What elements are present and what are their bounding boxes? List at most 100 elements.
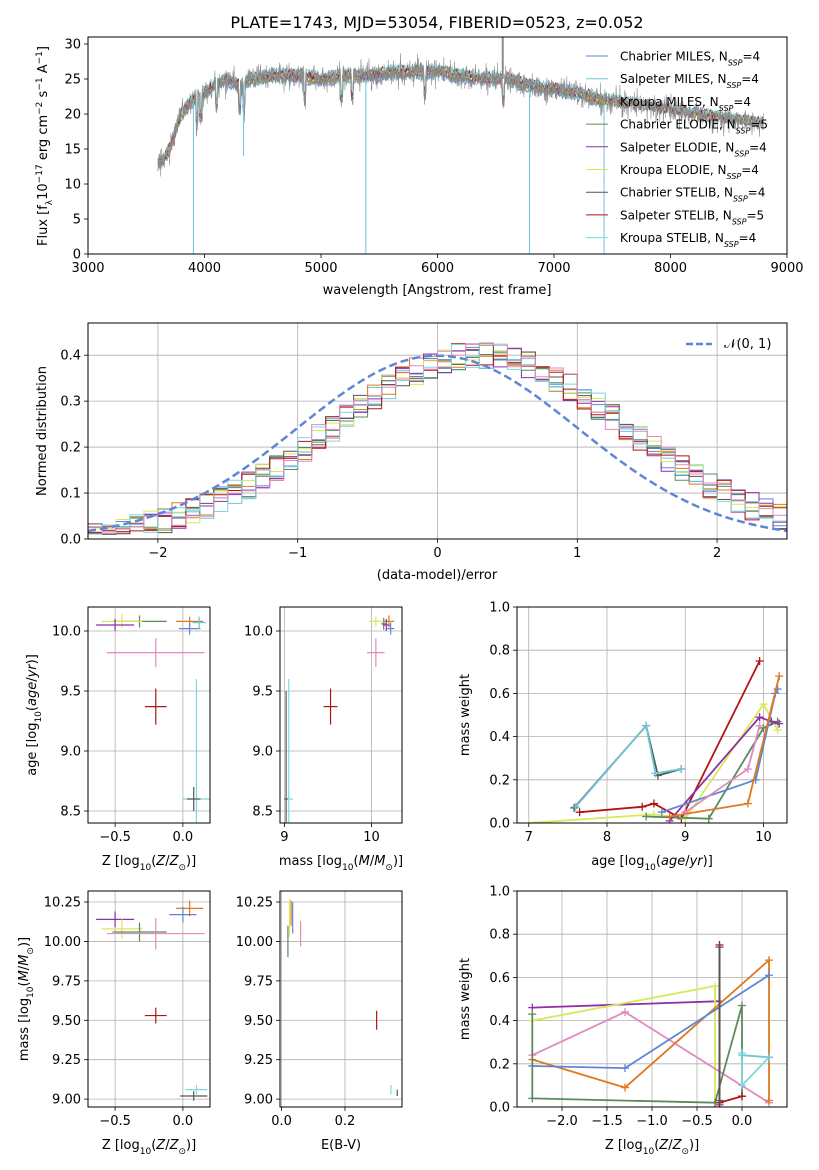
label-part: age <box>25 682 40 706</box>
label-part: / <box>25 677 40 682</box>
weight-marker <box>743 765 752 773</box>
y-tick-label: 1.0 <box>489 601 510 616</box>
weight-marker <box>773 685 782 694</box>
label-part: )] <box>393 854 403 869</box>
y-tick-label: 0.8 <box>489 928 510 943</box>
mass-vs-ebv-panel: 0.0 0.2 9.00 9.25 9.50 9.75 10.00 10.25 E(B-V) <box>236 890 403 1153</box>
x-axis-label: age [log10(age/yr)] <box>591 854 713 873</box>
weight-line-salpeter_elodie <box>668 716 780 822</box>
normal-curve <box>88 354 787 533</box>
y-tick-label: 20 <box>64 108 81 123</box>
label-part: ( <box>656 854 661 869</box>
legend-part: SSP <box>732 217 747 226</box>
weight-marker <box>524 819 533 823</box>
x-tick-label: −2 <box>148 546 167 561</box>
label-part: / <box>370 854 375 869</box>
weight-line-chabrier_stelib <box>573 723 682 809</box>
x-tick-label: 8 <box>603 830 611 845</box>
legend-part: SSP <box>733 194 748 203</box>
y-axis-label: mass weight <box>458 958 473 1040</box>
legend-label: Chabrier STELIB, NSSP=4 <box>620 186 765 204</box>
weight-marker <box>765 1053 773 1062</box>
legend-part: Salpeter STELIB, N <box>620 208 732 222</box>
weight-line-chabrier_elodie <box>646 720 778 820</box>
residuals-panel: −2 −1 0 1 2 0.0 0.1 0.2 0.3 0.4 𝒩(0, 1) (data-model… <box>35 322 788 583</box>
label-part: age [log <box>591 854 644 869</box>
label-part: / <box>165 1138 170 1153</box>
weight-marker <box>677 765 686 773</box>
y-tick-label: 10.00 <box>236 935 273 950</box>
label-part: ⊙ <box>178 863 186 873</box>
legend-part: SSP <box>727 172 742 181</box>
weight-line-pink <box>531 1010 770 1104</box>
weight-marker <box>621 1007 629 1016</box>
y-tick-label: 9.50 <box>244 1014 273 1029</box>
label-part: Flux [f <box>36 205 51 246</box>
y-tick-label: 0.6 <box>489 971 510 986</box>
legend-part: Salpeter ELODIE, N <box>620 140 734 154</box>
legend-part: =4 <box>741 72 759 86</box>
axes-frame <box>87 890 211 1108</box>
axes-frame <box>279 606 403 824</box>
x-axis-label: wavelength [Angstrom, rest frame] <box>323 283 552 298</box>
legend-part: SSP <box>724 240 739 249</box>
label-part: mass [log <box>17 998 32 1061</box>
legend-label: 𝒩(0, 1) <box>724 337 771 352</box>
axes-frame <box>87 36 788 255</box>
label-part: ( <box>17 981 32 986</box>
y-tick-label: 8.5 <box>252 805 273 820</box>
x-axis-label: mass [log10(M/M⊙)] <box>279 854 403 873</box>
label-part: erg cm <box>36 115 51 164</box>
weight-marker <box>738 1051 746 1060</box>
x-tick-label: 6000 <box>421 261 454 276</box>
y-tick-label: 9.75 <box>244 974 273 989</box>
x-tick-label: 0.0 <box>173 1114 194 1129</box>
label-part: / <box>668 1138 673 1153</box>
spectrum-panel: 3000 4000 5000 6000 7000 8000 9000 0 5 10 15 20 25 30… <box>35 36 804 298</box>
y-tick-label: 10.25 <box>44 896 81 911</box>
x-tick-label: 9 <box>280 830 288 845</box>
legend-part: SSP <box>727 81 742 90</box>
y-tick-label: 10.00 <box>44 935 81 950</box>
y-tick-label: 0.4 <box>489 730 510 745</box>
label-part: age [log <box>25 723 40 776</box>
y-tick-label: 1.0 <box>489 885 510 900</box>
y-tick-label: 5 <box>73 213 81 228</box>
label-part: / <box>685 854 690 869</box>
y-tick-label: 0.1 <box>60 487 81 502</box>
axes-frame <box>516 606 788 824</box>
x-tick-label: 5000 <box>304 261 337 276</box>
plot-area <box>88 342 787 535</box>
weight-marker <box>711 982 719 991</box>
y-tick-label: 10.0 <box>52 625 81 640</box>
legend-part: =4 <box>742 50 760 64</box>
legend-label: Chabrier MILES, NSSP=4 <box>620 50 760 68</box>
axes-frame <box>87 606 211 824</box>
weight-line-kroupa_elodie <box>532 984 716 1103</box>
weight-marker <box>773 726 782 735</box>
y-axis-label: Normed distribution <box>35 366 50 496</box>
y-tick-label: 0.2 <box>489 773 510 788</box>
y-tick-label: 25 <box>64 73 81 88</box>
label-part: M <box>359 854 370 869</box>
weight-marker <box>765 1096 773 1105</box>
label-part: 10 <box>140 1147 152 1157</box>
x-tick-label: 8000 <box>654 261 687 276</box>
weight-marker <box>621 1064 629 1073</box>
legend-part: Chabrier STELIB, N <box>620 186 733 200</box>
axes-frame <box>279 890 403 1108</box>
x-tick-label: 0 <box>433 546 441 561</box>
y-tick-label: 0.2 <box>489 1057 510 1072</box>
weight-marker <box>528 1010 537 1019</box>
label-part: 10 <box>644 863 656 873</box>
label-part: Z <box>169 854 180 869</box>
weight-marker <box>738 1092 746 1101</box>
x-tick-label: 1 <box>573 546 581 561</box>
label-part: M <box>17 955 32 966</box>
label-part: 10 <box>36 183 51 200</box>
x-tick-label: 0.0 <box>732 1114 753 1129</box>
y-tick-label: 9.75 <box>52 974 81 989</box>
